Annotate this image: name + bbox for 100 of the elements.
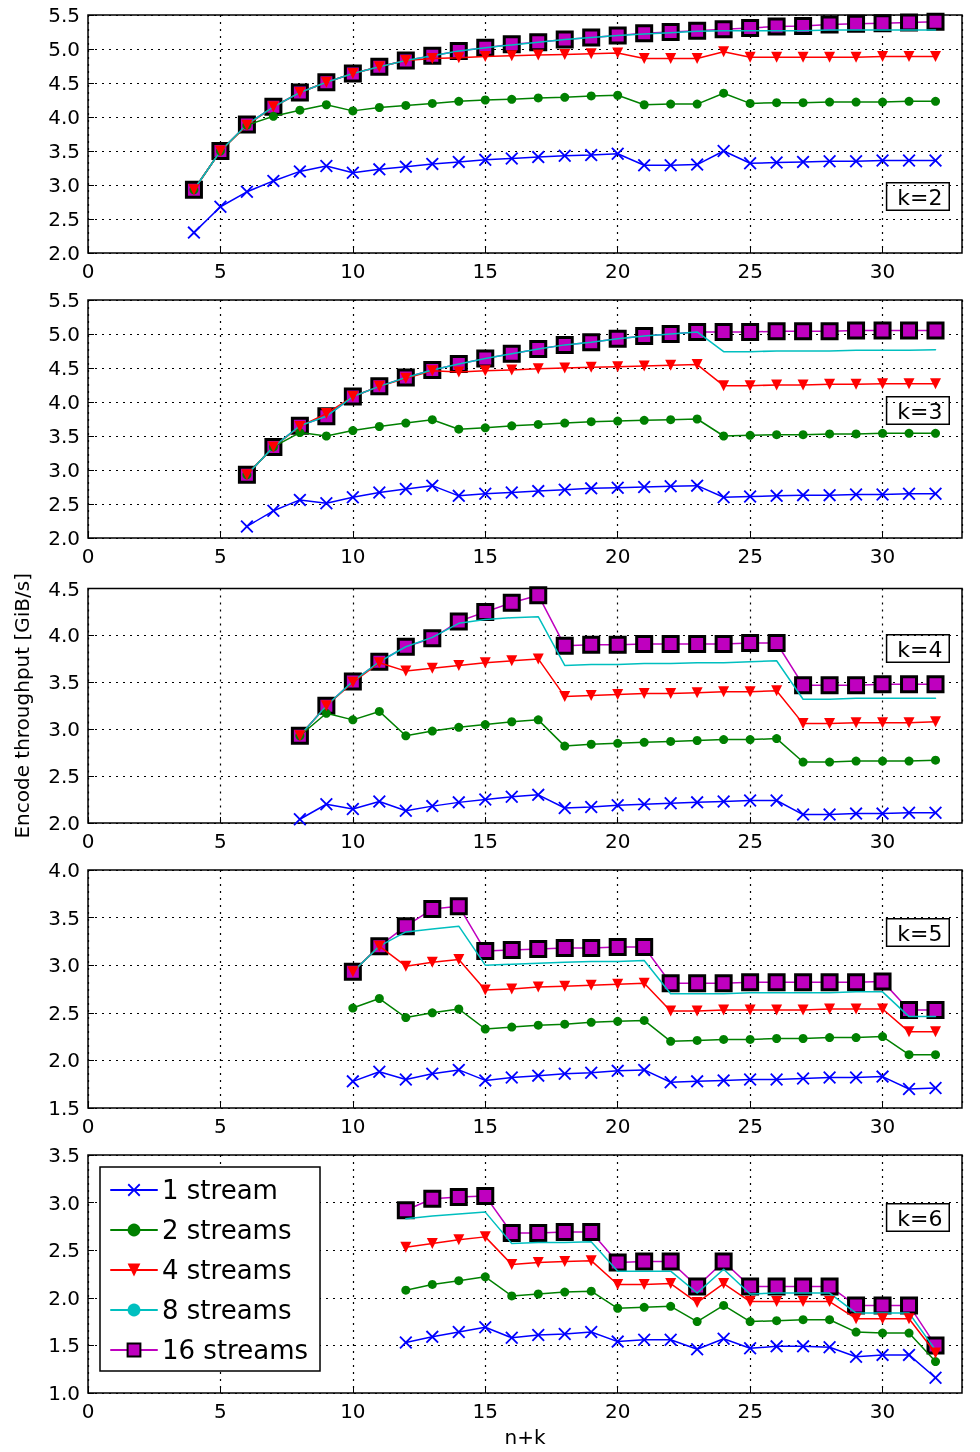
point: [295, 105, 305, 115]
y-tick-label: 1.5: [48, 1096, 80, 1120]
point: [401, 418, 411, 428]
point: [635, 327, 654, 346]
x-tick-label: 0: [81, 1114, 95, 1138]
point: [639, 1302, 649, 1312]
point: [454, 1276, 464, 1286]
point: [743, 1341, 757, 1355]
point: [639, 100, 649, 110]
point: [926, 321, 945, 340]
x-tick-label: 15: [472, 1114, 498, 1138]
point: [321, 708, 331, 718]
y-tick-label: 4.0: [48, 390, 80, 414]
point: [425, 1067, 439, 1081]
point: [637, 1333, 651, 1347]
point: [745, 1317, 755, 1327]
point: [529, 1224, 548, 1243]
point: [585, 361, 597, 373]
point: [374, 421, 384, 431]
point: [608, 635, 627, 654]
point: [664, 1075, 678, 1089]
point: [661, 634, 680, 653]
point: [401, 731, 411, 741]
x-tick-label: 30: [869, 259, 896, 283]
point: [611, 481, 625, 495]
point: [507, 421, 517, 431]
point: [639, 415, 649, 425]
point: [661, 325, 680, 343]
point: [423, 1189, 442, 1208]
y-tick-label: 2.0: [48, 1048, 80, 1073]
y-tick-label: 4.5: [48, 71, 80, 95]
point: [717, 1332, 731, 1346]
point: [533, 93, 543, 103]
point: [321, 431, 331, 441]
point: [847, 973, 866, 992]
y-tick-label: 2.5: [48, 207, 80, 231]
point: [374, 706, 384, 716]
x-tick-label: 30: [869, 1399, 896, 1423]
point: [454, 96, 464, 106]
point: [824, 378, 836, 390]
point: [770, 1339, 784, 1353]
point: [453, 659, 465, 671]
point: [719, 88, 729, 98]
point: [427, 415, 437, 425]
point: [718, 380, 730, 392]
point: [268, 111, 278, 121]
point: [506, 983, 518, 995]
point: [797, 1296, 809, 1308]
point: [638, 53, 650, 65]
point: [372, 794, 386, 808]
point: [797, 718, 809, 730]
point: [772, 1316, 782, 1326]
y-tick-label: 3.5: [48, 1143, 80, 1167]
point: [505, 1331, 519, 1345]
annotation: k=3: [897, 399, 943, 424]
point: [401, 100, 411, 110]
y-tick-label: 3.5: [48, 139, 80, 163]
point: [348, 106, 358, 116]
y-tick-label: 3.0: [48, 1190, 80, 1215]
point: [453, 1234, 465, 1246]
point: [847, 321, 866, 340]
point: [608, 329, 627, 348]
point: [476, 941, 495, 960]
point: [532, 49, 544, 61]
point: [717, 794, 731, 808]
point: [506, 655, 518, 667]
point: [931, 1357, 941, 1367]
point: [851, 756, 861, 766]
point: [690, 795, 704, 809]
point: [507, 94, 517, 104]
point: [426, 662, 438, 674]
point: [582, 333, 601, 352]
x-tick-label: 10: [340, 829, 366, 853]
point: [878, 1032, 888, 1042]
point: [559, 1256, 571, 1268]
point: [346, 1074, 360, 1088]
point: [770, 156, 784, 170]
point: [529, 586, 548, 605]
point: [423, 900, 442, 919]
point: [560, 418, 570, 428]
point: [213, 200, 227, 214]
point: [532, 1257, 544, 1269]
point: [480, 720, 490, 730]
point: [665, 1005, 677, 1017]
point: [635, 938, 654, 957]
point: [555, 1223, 574, 1242]
point: [532, 653, 544, 665]
point: [608, 938, 627, 957]
point: [770, 794, 784, 807]
point: [502, 593, 521, 612]
x-tick-label: 0: [81, 544, 95, 568]
point: [637, 158, 651, 172]
point: [506, 1258, 518, 1270]
x-tick-label: 25: [737, 829, 763, 853]
point: [635, 1252, 654, 1271]
point: [849, 154, 863, 168]
point: [744, 1296, 756, 1308]
point: [873, 675, 892, 694]
y-tick-label: 3.0: [48, 173, 80, 197]
point: [900, 321, 919, 340]
